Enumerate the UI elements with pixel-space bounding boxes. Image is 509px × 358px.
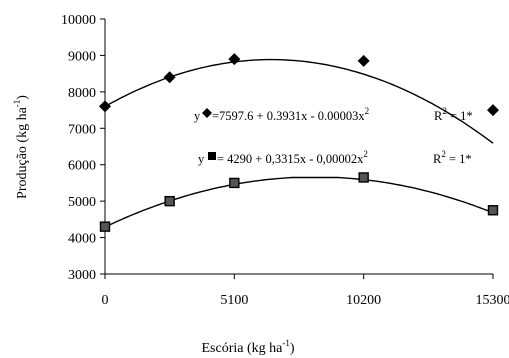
y-tick-label: 7000 bbox=[68, 122, 96, 137]
equation-1-r2: R2 = 1* bbox=[434, 106, 473, 123]
y-tick-label: 6000 bbox=[68, 159, 96, 174]
equation-2-square-icon bbox=[208, 152, 216, 160]
equation-1-text: =7597.6 + 0.3931x - 0.00003x2 bbox=[212, 106, 369, 123]
x-ticks: 0 5100 10200 15300 bbox=[102, 274, 509, 308]
y-tick-label: 4000 bbox=[68, 232, 96, 247]
diamond-point bbox=[357, 54, 370, 67]
diamond-point bbox=[99, 100, 111, 113]
square-point bbox=[229, 177, 240, 189]
square-point bbox=[164, 195, 175, 207]
y-tick-label: 3000 bbox=[68, 268, 96, 283]
equation-1-prefix: y bbox=[194, 109, 201, 123]
equation-series-1: y =7597.6 + 0.3931x - 0.00003x2 R2 = 1* bbox=[194, 106, 473, 123]
x-tick-label: 10200 bbox=[346, 293, 381, 308]
square-point bbox=[358, 172, 369, 183]
y-tick-label: 5000 bbox=[68, 195, 96, 210]
y-axis-title: Produção (kg ha-1) bbox=[12, 95, 30, 199]
x-tick-label: 0 bbox=[102, 293, 109, 308]
x-axis-title: Escória (kg ha-1) bbox=[201, 338, 294, 356]
fit-curve-2 bbox=[104, 176, 494, 228]
diamond-point bbox=[163, 71, 176, 84]
x-tick-label: 5100 bbox=[220, 293, 248, 308]
square-point bbox=[487, 205, 499, 216]
equation-series-2: y = 4290 + 0,3315x - 0,00002x2 R2 = 1* bbox=[198, 149, 472, 166]
fit-curve-1 bbox=[104, 58, 494, 144]
y-tick-label: 8000 bbox=[68, 86, 96, 101]
x-tick-label: 15300 bbox=[476, 293, 509, 308]
y-tick-label: 9000 bbox=[68, 49, 96, 64]
square-point bbox=[99, 221, 111, 232]
y-ticks: 3000 4000 5000 6000 7000 8000 9000 10000 bbox=[61, 13, 105, 283]
axes bbox=[104, 19, 493, 275]
equation-2-text: = 4290 + 0,3315x - 0,00002x2 bbox=[217, 149, 368, 166]
equation-2-r2: R2 = 1* bbox=[433, 149, 472, 166]
data-markers bbox=[99, 53, 499, 232]
equation-1-diamond-icon bbox=[202, 108, 212, 118]
diamond-point bbox=[228, 53, 241, 66]
diamond-point bbox=[487, 104, 499, 117]
fit-curves bbox=[104, 58, 494, 228]
y-tick-label: 10000 bbox=[61, 13, 96, 28]
equation-2-prefix: y bbox=[198, 152, 205, 166]
